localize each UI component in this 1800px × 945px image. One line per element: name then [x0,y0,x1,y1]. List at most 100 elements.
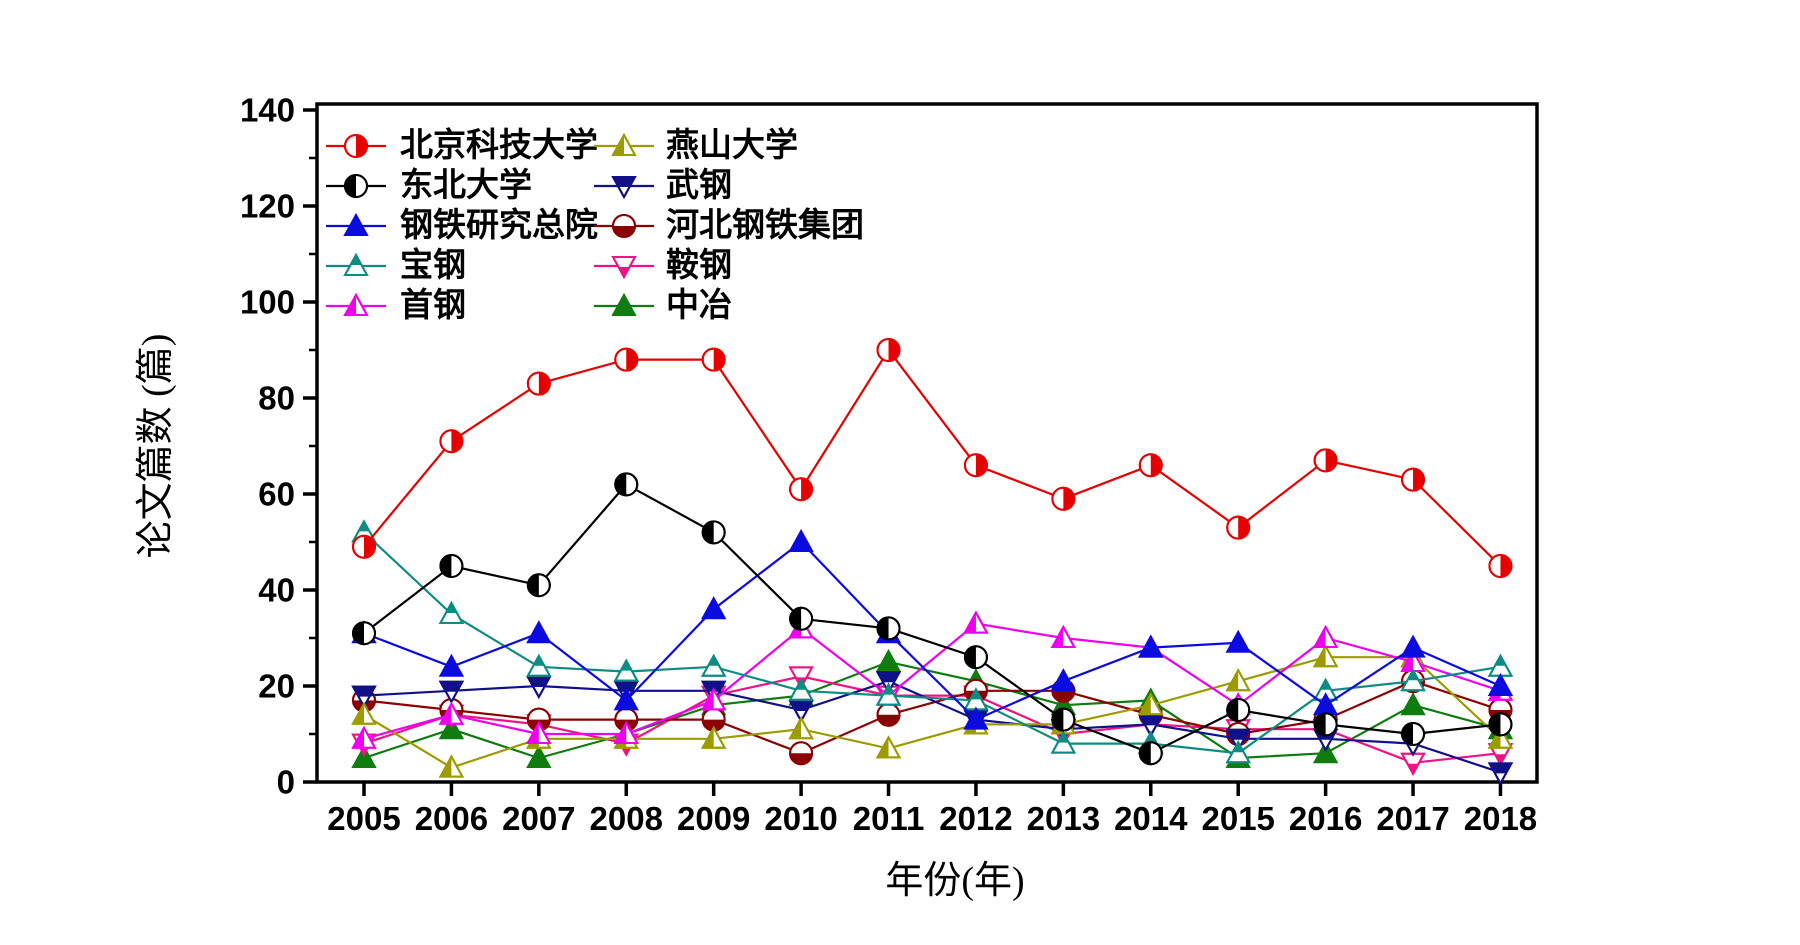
data-point-marker [701,520,726,545]
legend-marker [612,214,636,238]
y-tick-label: 40 [258,572,295,609]
data-point-marker [438,680,465,704]
series-line [363,622,1501,740]
data-point-marker [526,744,552,768]
data-point-marker [439,429,464,454]
data-point-marker [526,371,551,396]
data-point-marker [788,677,814,701]
legend-item: 河北钢铁集团 [594,207,864,244]
legend-label: 河北钢铁集团 [666,207,864,244]
data-point-marker [351,725,377,749]
legend-label: 首钢 [400,287,466,324]
series-line [363,660,1501,760]
x-tick-label: 2009 [677,800,750,837]
x-tick-label: 2016 [1289,800,1362,837]
x-tick-label: 2012 [939,800,1012,837]
legend-marker [343,252,369,276]
data-point-marker [875,648,902,672]
data-point-marker [789,477,814,502]
data-point-marker [526,573,551,598]
series-line [363,348,1502,567]
data-point-marker [438,716,465,740]
x-tick-label: 2005 [327,800,400,837]
legend-item: 鞍钢 [594,247,732,284]
data-point-marker [1050,668,1077,692]
data-point-marker [438,701,465,725]
y-tick-label: 100 [240,284,295,321]
data-point-marker [788,528,814,552]
data-point-marker [963,610,989,634]
x-tick-label: 2017 [1376,800,1449,837]
data-point-marker [439,554,464,578]
legend-item: 东北大学 [326,166,532,204]
series-line [363,483,1501,755]
data-point-marker [438,653,465,677]
data-point-marker [352,534,376,559]
legend-marker [611,292,637,316]
data-point-marker [1225,728,1251,752]
series-line [363,540,1501,721]
series-5 [351,644,1514,778]
data-point-marker [1312,624,1339,648]
y-tick-label: 80 [258,380,295,417]
data-point-marker [789,741,814,766]
data-point-marker [351,744,377,768]
legend-marker [344,174,368,198]
legend-item: 中冶 [594,287,732,324]
y-axis-title: 论文篇数 (篇) [135,334,177,559]
data-point-marker [963,645,988,670]
series-line [363,675,1501,764]
data-point-marker [876,702,901,727]
data-point-marker [1400,692,1426,716]
legend-marker [344,134,368,158]
data-point-marker [1226,515,1251,540]
legend-marker [343,212,369,236]
data-point-marker [1138,453,1163,478]
data-point-marker [1487,672,1514,696]
plot-frame [315,102,1539,784]
data-point-marker [700,596,727,620]
data-point-marker [876,338,901,362]
x-tick-label: 2011 [853,800,925,837]
data-point-marker [701,347,726,372]
data-point-marker [789,606,814,631]
data-point-marker [1051,486,1076,511]
data-point-marker [1400,634,1426,658]
data-point-marker [1138,692,1164,716]
data-point-marker [438,600,465,624]
data-point-marker [1138,741,1163,766]
series-1 [352,472,1513,766]
legend-marker [343,292,369,316]
data-point-marker [1050,624,1077,648]
data-point-marker [1050,730,1077,754]
data-point-marker [1225,629,1251,653]
data-point-marker [788,700,814,724]
legend-label: 鞍钢 [666,247,732,284]
data-point-marker [1138,634,1164,658]
data-point-marker [788,716,814,740]
data-point-marker [526,720,552,744]
data-point-marker [700,653,727,677]
legend-label: 宝钢 [400,246,466,284]
data-point-marker [876,616,901,641]
data-point-marker [1313,448,1338,473]
legend-label: 东北大学 [400,166,532,204]
data-point-marker [1401,467,1426,492]
series-line [363,531,1501,755]
data-point-marker [700,680,727,704]
series-line [363,680,1501,774]
data-point-marker [1225,668,1251,692]
y-tick-label: 20 [258,668,295,705]
data-point-marker [438,754,465,778]
data-point-marker [1400,752,1426,776]
data-point-marker [526,653,552,677]
data-point-marker [1225,740,1251,764]
data-point-marker [1138,714,1164,738]
legend-label: 钢铁研究总院 [400,206,598,244]
data-point-marker [875,735,902,759]
data-point-marker [613,720,639,744]
legend-item: 钢铁研究总院 [326,206,598,244]
x-tick-label: 2006 [415,800,488,837]
